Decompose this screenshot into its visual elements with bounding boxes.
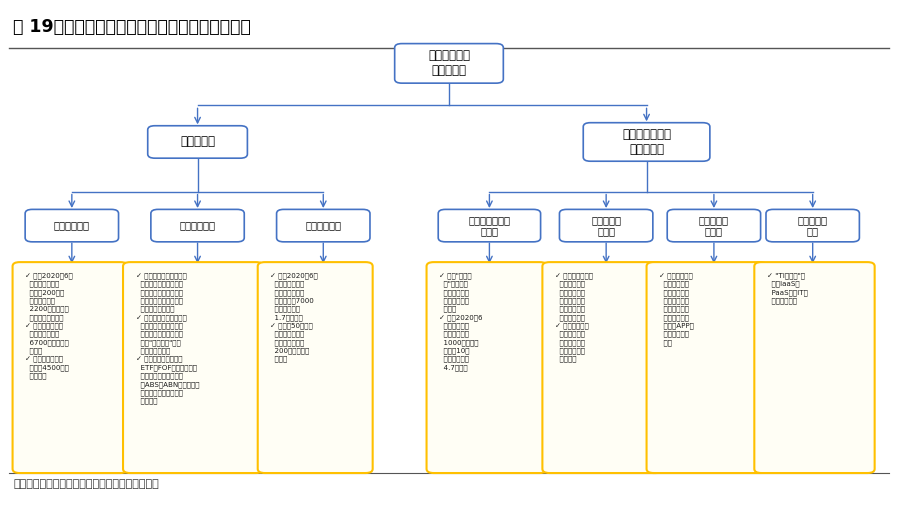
FancyBboxPatch shape — [542, 262, 663, 473]
Text: ✓ "TI金融云"：
  基于IaaS、
  PaaS等的IT底
  层架构支撑等: ✓ "TI金融云"： 基于IaaS、 PaaS等的IT底 层架构支撑等 — [767, 272, 808, 304]
FancyBboxPatch shape — [647, 262, 767, 473]
FancyBboxPatch shape — [258, 262, 373, 473]
Text: 应用技术和基础
技术数字化: 应用技术和基础 技术数字化 — [622, 128, 671, 156]
FancyBboxPatch shape — [151, 209, 244, 242]
FancyBboxPatch shape — [584, 123, 709, 161]
FancyBboxPatch shape — [559, 209, 653, 242]
Text: ✓ 截至2020年6月
  末，累计为金融
  机构带来小微和
  个人存款超7000
  亿元，贷款超
  1.7万亿元；
✓ 主导超50只结构
  化金融产: ✓ 截至2020年6月 末，累计为金融 机构带来小微和 个人存款超7000 亿元… — [270, 272, 318, 363]
Text: ✓ 提供完整的智
  能化运营解决
  方案，助力金
  融机构移动化
  策略的实施，
  如帮助金融机
  构创建APP、
  小程序等移动
  产品: ✓ 提供完整的智 能化运营解决 方案，助力金 融机构移动化 策略的实施， 如帮助… — [659, 272, 694, 346]
FancyBboxPatch shape — [427, 262, 547, 473]
Text: 图 19：京东数科提供的金融机构数字化解决方案: 图 19：京东数科提供的金融机构数字化解决方案 — [13, 18, 251, 36]
Text: ✓ 零售金融领域，主要包
  括消费贷产品的差异化
  定价，存款类产品的多
  样化设计，信用卡权益
  的个性化定制等；
✓ 企业金融领域，设计了
  京小: ✓ 零售金融领域，主要包 括消费贷产品的差异化 定价，存款类产品的多 样化设计，… — [136, 272, 199, 404]
Text: 产品解决方案: 产品解决方案 — [180, 221, 216, 231]
FancyBboxPatch shape — [277, 209, 370, 242]
FancyBboxPatch shape — [766, 209, 859, 242]
FancyBboxPatch shape — [13, 262, 128, 473]
FancyBboxPatch shape — [438, 209, 541, 242]
FancyBboxPatch shape — [667, 209, 761, 242]
Text: ✓ 通过"风控超
  脑"等产品助
  力金融机构风
  控数字化和智
  能化；
✓ 截至2020年6
  月末，积累各
  类型模型超过
  1000个，风: ✓ 通过"风控超 脑"等产品助 力金融机构风 控数字化和智 能化； ✓ 截至20… — [439, 272, 482, 371]
Text: 智能运营解
决方案: 智能运营解 决方案 — [699, 215, 729, 236]
Text: 资料来源：公司招股书，国信证券经济研究所整理: 资料来源：公司招股书，国信证券经济研究所整理 — [13, 479, 159, 489]
Text: 其他技术数
字化: 其他技术数 字化 — [797, 215, 828, 236]
FancyBboxPatch shape — [147, 126, 248, 158]
Text: ✓ 截至2020年6月
  末，公司累计推
  荐了超200万存
  款用户、超过
  2200万个人和小
  微企业贷款客户；
✓ 为基金公司、证
  券公司: ✓ 截至2020年6月 末，公司累计推 荐了超200万存 款用户、超过 2200… — [25, 272, 73, 379]
Text: 资金解决方案: 资金解决方案 — [305, 221, 341, 231]
Text: 业务数字化: 业务数字化 — [180, 135, 215, 149]
FancyBboxPatch shape — [123, 262, 263, 473]
Text: 用户解决方案: 用户解决方案 — [54, 221, 90, 231]
FancyBboxPatch shape — [754, 262, 875, 473]
Text: ✓ 提供数据采集、
  数据处理、数
  据托管、数据
  应用及数据产
  品等全方位的
  大数据服务；
✓ 帮助金融机构
  构建全域的数
  据生态，搭: ✓ 提供数据采集、 数据处理、数 据托管、数据 应用及数据产 品等全方位的 大数… — [555, 272, 593, 363]
FancyBboxPatch shape — [25, 209, 119, 242]
Text: 数据中台解
决方案: 数据中台解 决方案 — [591, 215, 621, 236]
Text: 智能决策中台解
决方案: 智能决策中台解 决方案 — [469, 215, 510, 236]
Text: 金融机构数字
化解决方案: 金融机构数字 化解决方案 — [428, 49, 470, 78]
FancyBboxPatch shape — [394, 44, 503, 83]
